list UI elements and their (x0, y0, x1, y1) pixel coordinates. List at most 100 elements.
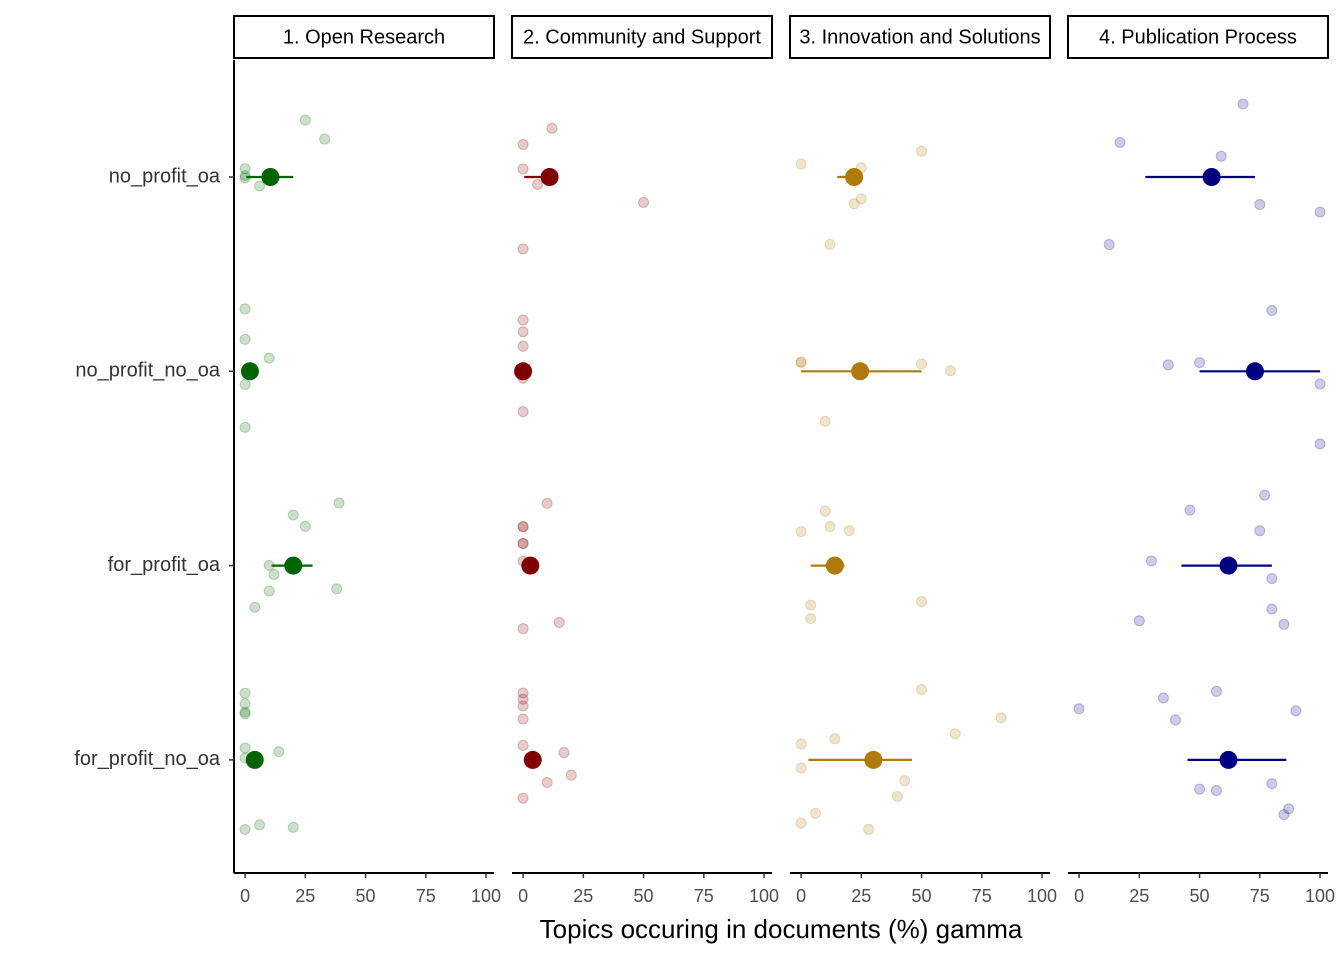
mean-point (240, 362, 259, 381)
data-point (1114, 136, 1126, 148)
strip-title: 3. Innovation and Solutions (799, 26, 1040, 48)
data-point (287, 821, 299, 833)
data-point (1266, 778, 1278, 790)
data-point (899, 775, 911, 787)
data-point (1290, 705, 1302, 717)
strip-box (233, 15, 495, 59)
data-point (517, 163, 529, 175)
strip-box (511, 15, 773, 59)
data-point (949, 728, 961, 740)
data-point (273, 746, 285, 758)
mean-point (825, 556, 844, 575)
data-point (795, 738, 807, 750)
x-tick-label: 25 (573, 886, 593, 906)
mean-point (523, 750, 542, 769)
data-point (517, 700, 529, 712)
strip-title: 2. Community and Support (523, 26, 761, 48)
data-point (944, 365, 956, 377)
x-tick-label: 25 (295, 886, 315, 906)
data-point (558, 747, 570, 759)
data-point (249, 601, 261, 613)
data-point (565, 769, 577, 781)
data-point (916, 145, 928, 157)
x-tick-label: 100 (749, 886, 779, 906)
data-point (795, 817, 807, 829)
data-point (916, 683, 928, 695)
data-point (517, 537, 529, 549)
mean-point (1219, 556, 1238, 575)
data-point (1314, 206, 1326, 218)
data-point (239, 379, 251, 391)
y-tick-label: no_profit_no_oa (75, 360, 220, 382)
data-point (1314, 438, 1326, 450)
strip-title: 4. Publication Process (1099, 26, 1297, 48)
data-point (541, 497, 553, 509)
data-point (795, 356, 807, 368)
data-point (263, 352, 275, 364)
data-point (239, 163, 251, 175)
data-point (517, 521, 529, 533)
data-point (1194, 357, 1206, 369)
data-point (517, 623, 529, 635)
mean-point (514, 362, 533, 381)
data-point (1237, 98, 1249, 110)
x-tick-label: 100 (1027, 886, 1057, 906)
data-point (517, 739, 529, 751)
data-point (1133, 615, 1145, 627)
data-point (1278, 809, 1290, 821)
mean-point (1202, 168, 1221, 186)
data-point (239, 706, 251, 718)
data-point (239, 708, 251, 720)
strip-title: 1. Open Research (283, 26, 445, 48)
data-point (1215, 150, 1227, 162)
mean-point (851, 362, 870, 381)
x-tick-label: 0 (518, 886, 528, 906)
data-point (517, 538, 529, 550)
data-point (546, 122, 558, 134)
data-point (239, 303, 251, 315)
x-tick-label: 25 (851, 886, 871, 906)
data-point (517, 139, 529, 151)
data-point (254, 819, 266, 831)
data-point (517, 314, 529, 326)
data-point (1103, 239, 1115, 251)
y-tick-label: for_profit_oa (108, 554, 221, 576)
data-point (517, 693, 529, 705)
x-tick-label: 50 (912, 886, 932, 906)
data-point (1254, 199, 1266, 211)
x-tick-label: 100 (471, 886, 501, 906)
data-point (1145, 555, 1157, 567)
data-point (517, 792, 529, 804)
data-point (331, 583, 343, 595)
data-point (848, 198, 860, 210)
data-point (239, 742, 251, 754)
data-point (638, 196, 650, 208)
data-point (1210, 685, 1222, 697)
y-tick-label: for_profit_no_oa (74, 748, 221, 770)
data-point (1266, 305, 1278, 317)
x-tick-label: 50 (356, 886, 376, 906)
data-point (517, 713, 529, 725)
data-point (819, 505, 831, 517)
x-tick-label: 25 (1129, 886, 1149, 906)
data-point (299, 114, 311, 126)
mean-point (1219, 750, 1238, 769)
y-tick-label: no_profit_oa (109, 165, 221, 187)
data-point (1266, 603, 1278, 615)
data-point (319, 133, 331, 145)
data-point (1259, 489, 1271, 501)
data-point (517, 243, 529, 255)
data-point (829, 733, 841, 745)
x-tick-label: 100 (1305, 886, 1335, 906)
x-tick-label: 0 (1074, 886, 1084, 906)
data-point (532, 178, 544, 190)
data-point (239, 698, 251, 710)
x-tick-label: 75 (972, 886, 992, 906)
data-point (239, 687, 251, 699)
x-tick-label: 50 (634, 886, 654, 906)
data-point (1210, 785, 1222, 797)
x-tick-label: 75 (1250, 886, 1270, 906)
data-point (805, 599, 817, 611)
data-point (916, 596, 928, 608)
